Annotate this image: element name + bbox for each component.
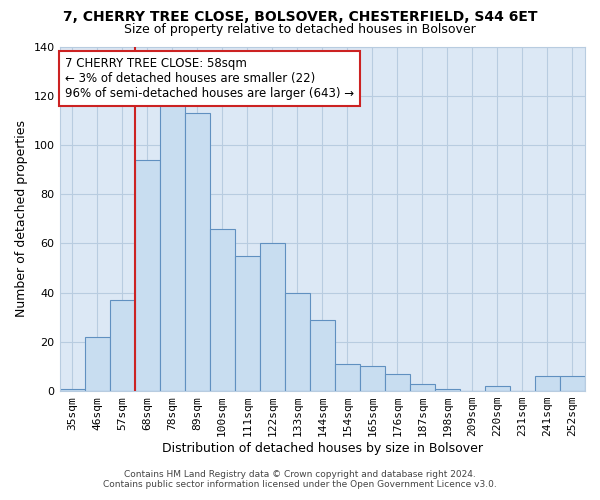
Text: 7 CHERRY TREE CLOSE: 58sqm
← 3% of detached houses are smaller (22)
96% of semi-: 7 CHERRY TREE CLOSE: 58sqm ← 3% of detac… xyxy=(65,57,354,100)
Bar xyxy=(85,337,110,391)
Bar xyxy=(59,388,85,391)
Y-axis label: Number of detached properties: Number of detached properties xyxy=(15,120,28,318)
Bar xyxy=(360,366,385,391)
Text: Contains HM Land Registry data © Crown copyright and database right 2024.
Contai: Contains HM Land Registry data © Crown c… xyxy=(103,470,497,489)
Bar xyxy=(160,100,185,391)
Bar xyxy=(285,292,310,391)
Bar xyxy=(185,113,209,391)
Bar xyxy=(560,376,585,391)
Bar xyxy=(260,244,285,391)
Bar xyxy=(209,228,235,391)
Bar xyxy=(485,386,510,391)
Bar xyxy=(385,374,410,391)
Text: 7, CHERRY TREE CLOSE, BOLSOVER, CHESTERFIELD, S44 6ET: 7, CHERRY TREE CLOSE, BOLSOVER, CHESTERF… xyxy=(63,10,537,24)
Bar xyxy=(235,256,260,391)
Bar xyxy=(110,300,134,391)
Text: Size of property relative to detached houses in Bolsover: Size of property relative to detached ho… xyxy=(124,22,476,36)
Bar xyxy=(335,364,360,391)
Bar xyxy=(134,160,160,391)
X-axis label: Distribution of detached houses by size in Bolsover: Distribution of detached houses by size … xyxy=(162,442,483,455)
Bar xyxy=(310,320,335,391)
Bar xyxy=(435,388,460,391)
Bar xyxy=(535,376,560,391)
Bar xyxy=(410,384,435,391)
